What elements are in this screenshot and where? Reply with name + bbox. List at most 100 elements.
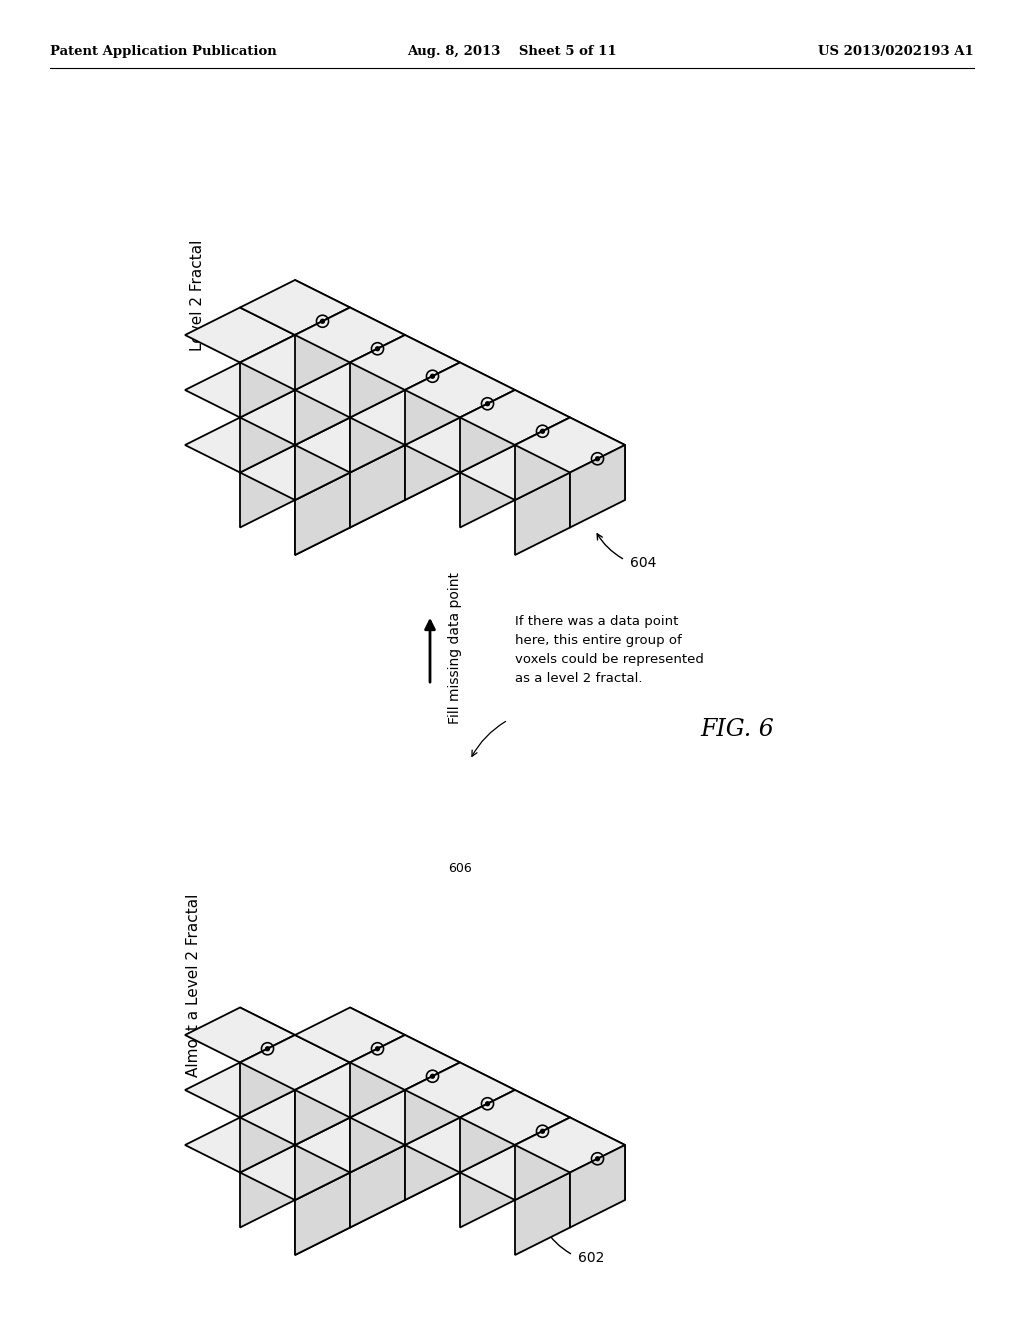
Polygon shape bbox=[240, 1035, 295, 1118]
Polygon shape bbox=[240, 1144, 295, 1228]
Polygon shape bbox=[240, 1090, 350, 1144]
Polygon shape bbox=[350, 417, 406, 500]
Polygon shape bbox=[295, 1063, 350, 1144]
Circle shape bbox=[430, 1074, 434, 1078]
Polygon shape bbox=[240, 1144, 350, 1200]
Polygon shape bbox=[460, 1090, 515, 1172]
Polygon shape bbox=[570, 1118, 625, 1200]
Polygon shape bbox=[460, 363, 515, 445]
Polygon shape bbox=[350, 1063, 406, 1144]
Circle shape bbox=[430, 429, 434, 433]
Polygon shape bbox=[350, 1090, 460, 1144]
Polygon shape bbox=[185, 1063, 295, 1118]
Text: FIG. 6: FIG. 6 bbox=[700, 718, 774, 742]
Polygon shape bbox=[240, 1035, 350, 1090]
Polygon shape bbox=[515, 389, 570, 473]
Polygon shape bbox=[460, 1090, 570, 1144]
Polygon shape bbox=[350, 335, 406, 417]
Polygon shape bbox=[350, 308, 406, 389]
Circle shape bbox=[485, 401, 489, 405]
Polygon shape bbox=[295, 280, 350, 363]
Polygon shape bbox=[295, 417, 406, 473]
Text: Level 2 Fractal: Level 2 Fractal bbox=[190, 239, 206, 351]
Polygon shape bbox=[295, 1035, 350, 1118]
Circle shape bbox=[321, 1130, 325, 1133]
Polygon shape bbox=[240, 389, 350, 445]
Polygon shape bbox=[515, 1090, 570, 1172]
Polygon shape bbox=[515, 417, 570, 500]
Polygon shape bbox=[406, 363, 515, 417]
Circle shape bbox=[485, 1102, 489, 1106]
Polygon shape bbox=[460, 1063, 515, 1144]
Polygon shape bbox=[350, 1118, 406, 1200]
Polygon shape bbox=[295, 335, 350, 417]
Polygon shape bbox=[295, 473, 350, 554]
Polygon shape bbox=[295, 335, 350, 417]
Polygon shape bbox=[295, 363, 350, 445]
Polygon shape bbox=[460, 1118, 515, 1200]
Polygon shape bbox=[295, 1063, 406, 1118]
Polygon shape bbox=[350, 335, 460, 389]
Polygon shape bbox=[240, 280, 350, 335]
Polygon shape bbox=[406, 1118, 460, 1200]
Polygon shape bbox=[240, 445, 350, 500]
Polygon shape bbox=[406, 417, 515, 473]
Polygon shape bbox=[295, 1118, 406, 1172]
Polygon shape bbox=[295, 1063, 406, 1118]
Polygon shape bbox=[295, 363, 350, 445]
Circle shape bbox=[596, 1156, 599, 1160]
Polygon shape bbox=[406, 417, 460, 500]
Polygon shape bbox=[240, 1090, 350, 1144]
Circle shape bbox=[430, 1130, 434, 1133]
Polygon shape bbox=[295, 1172, 350, 1255]
Text: 604: 604 bbox=[630, 556, 656, 570]
Polygon shape bbox=[185, 417, 295, 473]
Text: Fill missing data point: Fill missing data point bbox=[449, 572, 462, 723]
Polygon shape bbox=[515, 1172, 570, 1255]
Polygon shape bbox=[240, 308, 295, 389]
Polygon shape bbox=[295, 389, 350, 473]
Polygon shape bbox=[570, 417, 625, 500]
Circle shape bbox=[376, 347, 380, 351]
Polygon shape bbox=[350, 1144, 406, 1228]
Polygon shape bbox=[295, 417, 350, 500]
Circle shape bbox=[376, 1156, 380, 1160]
Polygon shape bbox=[240, 1007, 295, 1090]
Circle shape bbox=[321, 1074, 325, 1078]
Polygon shape bbox=[406, 1035, 460, 1118]
Polygon shape bbox=[295, 417, 350, 500]
Polygon shape bbox=[295, 1118, 406, 1172]
Polygon shape bbox=[350, 389, 406, 473]
Circle shape bbox=[321, 484, 325, 488]
Polygon shape bbox=[460, 389, 515, 473]
Polygon shape bbox=[350, 1118, 406, 1200]
Text: 606: 606 bbox=[449, 862, 472, 874]
Polygon shape bbox=[240, 389, 350, 445]
Circle shape bbox=[376, 457, 380, 461]
Polygon shape bbox=[295, 445, 350, 528]
Polygon shape bbox=[295, 1063, 350, 1144]
Circle shape bbox=[376, 1102, 380, 1106]
Polygon shape bbox=[350, 389, 460, 445]
Polygon shape bbox=[406, 1063, 515, 1118]
Polygon shape bbox=[240, 445, 350, 500]
Polygon shape bbox=[350, 363, 406, 445]
Polygon shape bbox=[350, 363, 406, 445]
Polygon shape bbox=[295, 1007, 406, 1063]
Polygon shape bbox=[295, 1118, 350, 1200]
Polygon shape bbox=[406, 1118, 515, 1172]
Polygon shape bbox=[515, 417, 625, 473]
Polygon shape bbox=[240, 363, 295, 445]
Polygon shape bbox=[406, 417, 460, 500]
Polygon shape bbox=[185, 308, 295, 363]
Polygon shape bbox=[350, 1144, 406, 1228]
Polygon shape bbox=[295, 363, 406, 417]
Polygon shape bbox=[515, 1144, 570, 1228]
Polygon shape bbox=[460, 445, 515, 528]
Polygon shape bbox=[240, 335, 295, 417]
Polygon shape bbox=[295, 473, 350, 554]
Polygon shape bbox=[515, 1118, 570, 1200]
Circle shape bbox=[321, 429, 325, 433]
Polygon shape bbox=[460, 1144, 570, 1200]
Polygon shape bbox=[406, 1090, 460, 1172]
